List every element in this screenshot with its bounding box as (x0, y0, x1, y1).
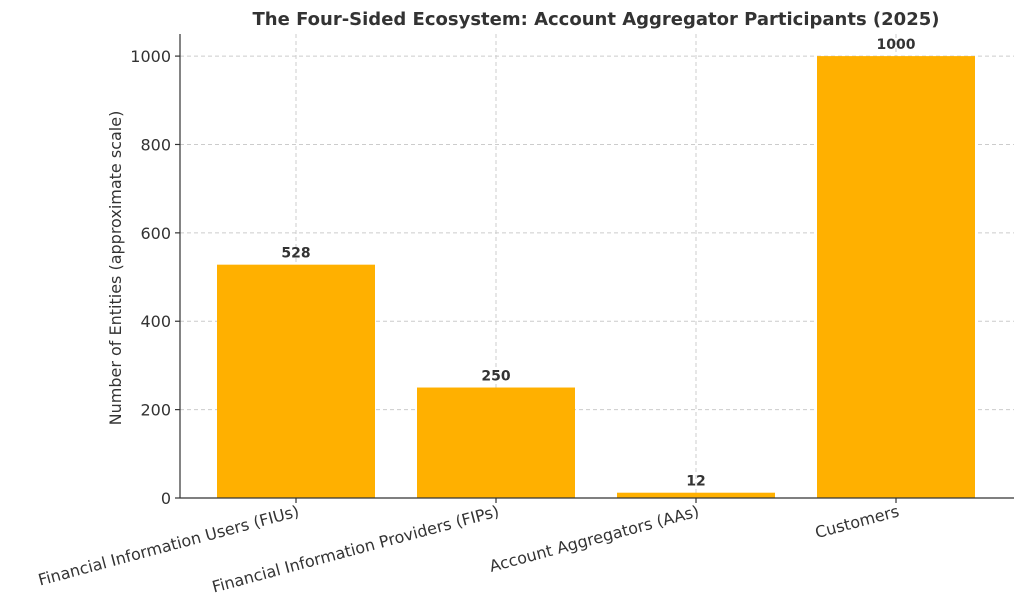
y-axis-label: Number of Entities (approximate scale) (106, 111, 125, 426)
y-tick-labels: 0 200 400 600 800 1000 (130, 47, 171, 508)
x-tick-label: Account Aggregators (AAs) (487, 502, 701, 576)
bar-value-label: 250 (481, 369, 510, 385)
bar-value-label: 1000 (877, 37, 916, 53)
y-tick-label: 600 (140, 224, 171, 243)
y-tick-label: 1000 (130, 47, 171, 66)
y-tick-label: 800 (140, 135, 171, 154)
bar-value-label: 12 (686, 474, 705, 490)
y-tick-label: 0 (161, 489, 171, 508)
bar (417, 387, 575, 498)
chart-title: The Four-Sided Ecosystem: Account Aggreg… (253, 9, 940, 30)
bar (817, 56, 975, 498)
axes (175, 34, 1014, 503)
bar-value-label: 528 (281, 246, 310, 262)
x-tick-label: Customers (813, 502, 901, 543)
data-labels: 528 250 12 1000 (281, 37, 915, 490)
y-tick-label: 200 (140, 401, 171, 420)
bar (217, 264, 375, 498)
x-tick-labels: Financial Information Users (FIUs)Financ… (36, 502, 901, 597)
bars (217, 56, 975, 498)
bar (617, 492, 775, 498)
y-tick-label: 400 (140, 312, 171, 331)
